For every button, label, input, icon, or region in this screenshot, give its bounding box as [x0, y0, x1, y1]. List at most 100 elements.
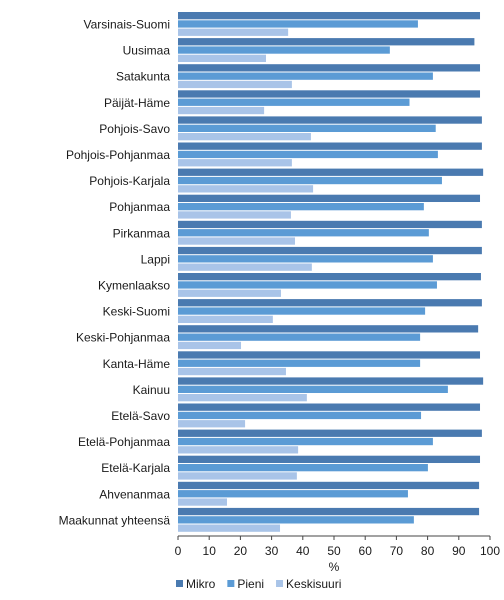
bar-pieni-6: [178, 176, 442, 185]
category-label: Etelä-Savo: [111, 409, 170, 423]
x-tick-label: 90: [452, 544, 466, 558]
bar-pieni-14: [178, 385, 448, 393]
category-label: Etelä-Karjala: [101, 461, 170, 475]
bar-pieni-8: [178, 229, 429, 237]
bar-mikro-18: [178, 481, 480, 490]
bar-keskisuuri-15: [178, 420, 246, 428]
x-tick-label: 40: [296, 544, 310, 558]
bar-mikro-14: [178, 377, 484, 385]
bar-pieni-12: [178, 333, 421, 341]
bar-keskisuuri-19: [178, 524, 281, 532]
bar-mikro-15: [178, 403, 481, 411]
bar-pieni-17: [178, 464, 428, 472]
bar-keskisuuri-6: [178, 185, 314, 193]
bar-pieni-4: [178, 124, 436, 132]
bar-mikro-19: [178, 507, 480, 516]
bar-pieni-7: [178, 203, 424, 211]
bar-keskisuuri-14: [178, 394, 307, 402]
bar-keskisuuri-16: [178, 446, 299, 454]
x-tick-label: 0: [175, 544, 182, 558]
category-label: Kanta-Häme: [103, 357, 171, 371]
legend: Mikro Pieni Keskisuuri: [176, 577, 341, 591]
category-label: Etelä-Pohjanmaa: [78, 435, 170, 449]
category-label: Varsinais-Suomi: [84, 17, 170, 31]
bar-pieni-18: [178, 490, 408, 498]
bar-mikro-3: [178, 90, 481, 98]
category-label: Päijät-Häme: [104, 96, 170, 110]
bar-mikro-9: [178, 246, 482, 255]
category-label: Uusimaa: [123, 44, 171, 58]
x-tick-label: 100: [480, 544, 500, 558]
bar-mikro-17: [178, 455, 481, 463]
bar-mikro-16: [178, 429, 482, 437]
bar-pieni-1: [178, 46, 390, 54]
category-label: Pohjanmaa: [109, 200, 170, 214]
bar-pieni-5: [178, 150, 438, 159]
x-tick-label: 50: [327, 544, 341, 558]
bar-mikro-11: [178, 299, 482, 307]
bar-mikro-1: [178, 38, 475, 46]
bar-keskisuuri-1: [178, 54, 266, 62]
bar-keskisuuri-10: [178, 289, 281, 297]
bar-pieni-19: [178, 516, 414, 524]
category-labels: Varsinais-Suomi Uusimaa Satakunta Päijät-Hä…: [59, 17, 171, 527]
legend-swatch-keskisuuri: [276, 580, 284, 587]
legend-label-keskisuuri: Keskisuuri: [286, 577, 341, 591]
bar-pieni-9: [178, 255, 433, 263]
bar-pieni-13: [178, 359, 421, 367]
bar-pieni-10: [178, 281, 437, 289]
bar-pieni-0: [178, 20, 418, 28]
bar-mikro-7: [178, 194, 481, 202]
bar-mikro-12: [178, 325, 479, 333]
bar-mikro-6: [178, 168, 484, 176]
bar-pieni-16: [178, 437, 433, 446]
category-label: Ahvenanmaa: [99, 487, 170, 501]
bar-keskisuuri-9: [178, 263, 312, 271]
bar-keskisuuri-7: [178, 211, 291, 219]
category-label: Pohjois-Karjala: [89, 174, 170, 188]
x-tick-label: 30: [265, 544, 279, 558]
bar-keskisuuri-2: [178, 80, 292, 89]
category-label: Pohjois-Savo: [99, 122, 170, 136]
category-label: Maakunnat yhteensä: [59, 513, 171, 527]
bars-layer: [178, 12, 484, 532]
bar-mikro-13: [178, 351, 481, 359]
bar-pieni-2: [178, 72, 433, 80]
x-tick-label: 70: [390, 544, 404, 558]
category-label: Keski-Suomi: [103, 305, 170, 319]
bar-keskisuuri-18: [178, 498, 227, 506]
bar-keskisuuri-8: [178, 237, 295, 245]
legend-swatch-pieni: [227, 580, 235, 587]
bar-keskisuuri-11: [178, 315, 273, 323]
category-label: Pirkanmaa: [113, 226, 171, 240]
bar-keskisuuri-0: [178, 28, 289, 36]
legend-label-pieni: Pieni: [237, 577, 264, 591]
x-axis-ticks: 0 10 20 30 40 50 60 70 80 90 100: [175, 536, 500, 558]
category-label: Kymenlaakso: [98, 278, 170, 292]
x-tick-label: 10: [203, 544, 217, 558]
bar-keskisuuri-17: [178, 472, 297, 480]
category-label: Keski-Pohjanmaa: [76, 331, 170, 345]
legend-swatch-mikro: [176, 580, 183, 587]
category-label: Lappi: [141, 252, 170, 266]
bar-mikro-8: [178, 220, 482, 229]
x-tick-label: 60: [359, 544, 373, 558]
bar-pieni-11: [178, 307, 426, 315]
bar-keskisuuri-13: [178, 367, 286, 376]
bar-keskisuuri-4: [178, 133, 311, 141]
bar-mikro-5: [178, 142, 482, 150]
x-tick-label: 20: [234, 544, 248, 558]
category-label: Kainuu: [133, 383, 170, 397]
bar-pieni-3: [178, 98, 410, 106]
x-tick-label: 80: [421, 544, 435, 558]
bar-mikro-2: [178, 64, 481, 72]
category-label: Pohjois-Pohjanmaa: [66, 148, 170, 162]
legend-label-mikro: Mikro: [186, 577, 216, 591]
bar-keskisuuri-3: [178, 106, 265, 115]
bar-keskisuuri-12: [178, 341, 242, 350]
x-axis-title: %: [329, 560, 340, 574]
bar-mikro-10: [178, 273, 481, 281]
bar-mikro-0: [178, 12, 481, 20]
bar-keskisuuri-5: [178, 159, 292, 167]
